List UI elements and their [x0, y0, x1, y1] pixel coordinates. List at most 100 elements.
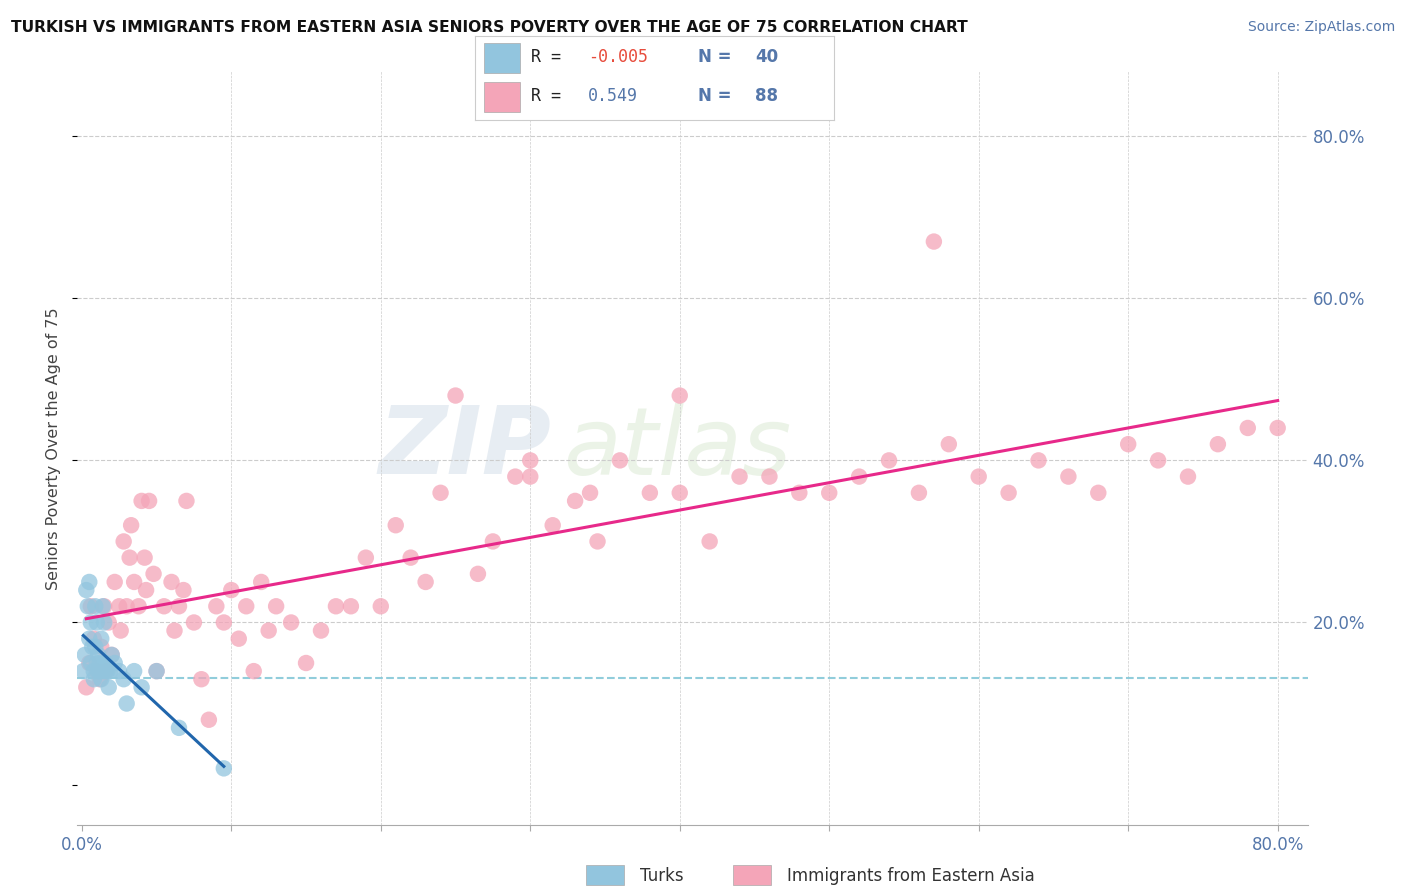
Point [122, 574, 145, 589]
Point [89, 656, 111, 670]
Point [1267, 421, 1289, 435]
Point [541, 518, 564, 533]
Point [519, 453, 541, 467]
Point [90, 672, 112, 686]
Point [153, 599, 176, 614]
Point [586, 534, 609, 549]
Point [221, 583, 243, 598]
Point [967, 469, 990, 483]
Point [80, 615, 103, 630]
Point [112, 534, 135, 549]
Point [505, 469, 527, 483]
Text: Turks: Turks [640, 867, 683, 885]
Point [120, 518, 142, 533]
Point [699, 534, 721, 549]
Point [83, 632, 105, 646]
Point [1206, 437, 1229, 451]
Point [87, 664, 110, 678]
Point [100, 648, 122, 662]
Point [131, 681, 153, 695]
Point [280, 615, 302, 630]
Text: ZIP: ZIP [378, 402, 551, 494]
Point [118, 550, 141, 565]
Point [257, 624, 280, 638]
Point [668, 485, 690, 500]
Point [564, 494, 586, 508]
Point [205, 599, 228, 614]
Point [1116, 437, 1139, 451]
Point [76, 599, 98, 614]
Point [84, 599, 107, 614]
Point [142, 566, 165, 581]
Point [138, 494, 160, 508]
Point [110, 624, 132, 638]
Point [94, 664, 117, 678]
Point [86, 615, 108, 630]
Point [96, 664, 118, 678]
Point [75, 583, 97, 598]
Point [115, 599, 138, 614]
Point [1147, 453, 1170, 467]
Point [104, 656, 127, 670]
Point [79, 656, 101, 670]
Point [89, 664, 111, 678]
Point [100, 648, 122, 662]
Point [84, 640, 107, 654]
Point [160, 574, 183, 589]
Point [93, 615, 115, 630]
Point [172, 583, 194, 598]
Point [190, 672, 212, 686]
Point [309, 624, 332, 638]
Point [183, 615, 205, 630]
Point [94, 664, 117, 678]
Point [131, 494, 153, 508]
Point [145, 664, 167, 678]
Point [73, 648, 96, 662]
Point [93, 599, 115, 614]
Text: N =: N = [697, 48, 737, 66]
Point [163, 624, 186, 638]
FancyBboxPatch shape [484, 82, 520, 112]
Point [519, 469, 541, 483]
Point [79, 574, 101, 589]
Point [115, 697, 138, 711]
Point [93, 656, 115, 670]
Point [429, 485, 451, 500]
FancyBboxPatch shape [484, 44, 520, 73]
Point [340, 599, 363, 614]
Point [264, 599, 287, 614]
Point [97, 681, 120, 695]
Point [1028, 453, 1050, 467]
Point [444, 388, 467, 402]
Point [167, 599, 190, 614]
Text: atlas: atlas [564, 402, 792, 494]
Point [609, 453, 631, 467]
Point [80, 599, 103, 614]
Point [104, 574, 127, 589]
Point [87, 648, 110, 662]
Point [399, 550, 422, 565]
Point [212, 615, 235, 630]
Point [908, 485, 931, 500]
Text: TURKISH VS IMMIGRANTS FROM EASTERN ASIA SENIORS POVERTY OVER THE AGE OF 75 CORRE: TURKISH VS IMMIGRANTS FROM EASTERN ASIA … [11, 20, 967, 35]
Point [145, 664, 167, 678]
Point [98, 664, 121, 678]
Point [198, 713, 221, 727]
Point [176, 494, 198, 508]
Point [86, 656, 108, 670]
Point [325, 599, 347, 614]
Point [997, 485, 1019, 500]
Text: 0.549: 0.549 [588, 87, 638, 105]
Point [91, 599, 114, 614]
Text: -0.005: -0.005 [588, 48, 648, 66]
Point [1087, 485, 1109, 500]
Point [94, 656, 117, 670]
Point [922, 235, 945, 249]
Y-axis label: Seniors Poverty Over the Age of 75: Seniors Poverty Over the Age of 75 [46, 307, 62, 590]
Point [83, 672, 105, 686]
Point [72, 664, 94, 678]
Point [354, 550, 377, 565]
Point [384, 518, 406, 533]
Point [83, 664, 105, 678]
Point [638, 485, 661, 500]
